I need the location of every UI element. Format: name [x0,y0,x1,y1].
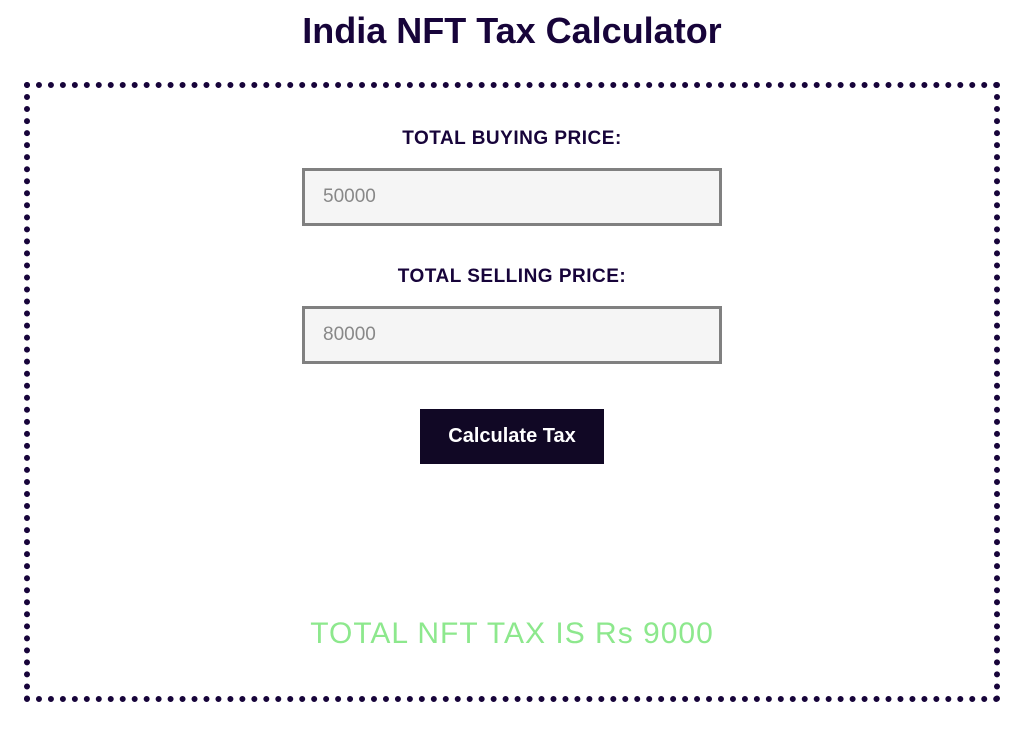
form-section: TOTAL BUYING PRICE: TOTAL SELLING PRICE:… [30,128,994,464]
buying-price-label: TOTAL BUYING PRICE: [402,128,622,150]
buying-price-input[interactable] [302,168,722,226]
calculator-panel: TOTAL BUYING PRICE: TOTAL SELLING PRICE:… [24,82,1000,702]
result-output: TOTAL NFT TAX IS Rs 9000 [30,617,994,651]
calculate-button[interactable]: Calculate Tax [420,409,603,464]
selling-price-label: TOTAL SELLING PRICE: [398,266,627,288]
page-title: India NFT Tax Calculator [0,10,1024,52]
selling-price-input[interactable] [302,306,722,364]
